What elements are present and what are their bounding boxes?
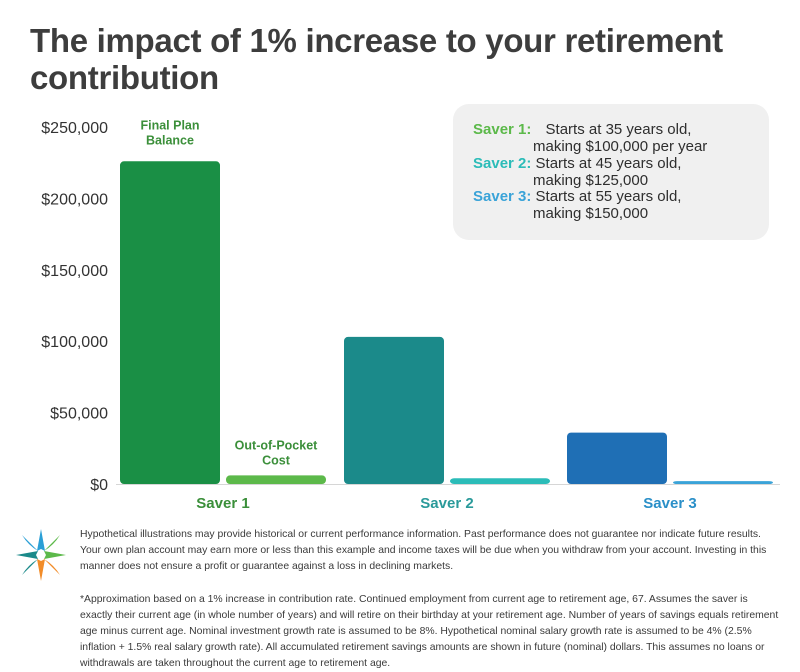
x-tick-label: Saver 3	[643, 495, 696, 512]
legend-name: Saver 3:	[473, 188, 532, 205]
legend-line1: Starts at 45 years old,	[535, 155, 682, 172]
legend: Saver 1: Starts at 35 years old, making …	[453, 104, 769, 240]
y-tick-label: $250,000	[41, 120, 108, 137]
legend-item-saver-3: Saver 3: Starts at 55 years old, making …	[473, 188, 681, 222]
legend-item-saver-1: Saver 1: Starts at 35 years old, making …	[473, 121, 707, 155]
bar-saver-3-balance	[567, 432, 667, 484]
bar-saver-2-cost	[450, 478, 550, 484]
legend-line1: Starts at 55 years old,	[535, 188, 682, 205]
y-tick-label: $200,000	[41, 191, 108, 208]
x-tick-label: Saver 2	[420, 495, 473, 512]
legend-name: Saver 1:	[473, 121, 532, 138]
legend-line2: making $100,000 per year	[533, 138, 708, 155]
legend-name: Saver 2:	[473, 155, 532, 172]
y-tick-label: $0	[90, 477, 108, 494]
company-logo-icon	[16, 529, 66, 581]
y-tick-label: $100,000	[41, 334, 108, 351]
disclaimer-text: Hypothetical illustrations may provide h…	[80, 529, 767, 572]
bar-saver-2-balance	[344, 336, 444, 484]
legend-item-saver-2: Saver 2: Starts at 45 years old, making …	[473, 155, 681, 189]
data-label: Out-of-Pocket Cost	[235, 438, 318, 467]
y-tick-label: $150,000	[41, 263, 108, 280]
footnote-text: *Approximation based on a 1% increase in…	[80, 594, 779, 669]
data-label: Final Plan Balance	[140, 118, 199, 147]
legend-line2: making $125,000	[533, 172, 649, 189]
legend-line1: Starts at 35 years old,	[545, 121, 692, 138]
bar-saver-1-balance	[120, 161, 220, 484]
legend-line2: making $150,000	[533, 205, 649, 222]
bar-chart: $0 $50,000 $100,000 $150,000 $200,000 $250,00…	[41, 118, 780, 512]
x-tick-label: Saver 1	[196, 495, 249, 512]
bar-saver-3-cost	[673, 481, 773, 484]
bar-saver-1-cost	[226, 475, 326, 484]
chart-title: The impact of 1% increase to your retire…	[30, 22, 723, 96]
y-tick-label: $50,000	[50, 406, 108, 423]
